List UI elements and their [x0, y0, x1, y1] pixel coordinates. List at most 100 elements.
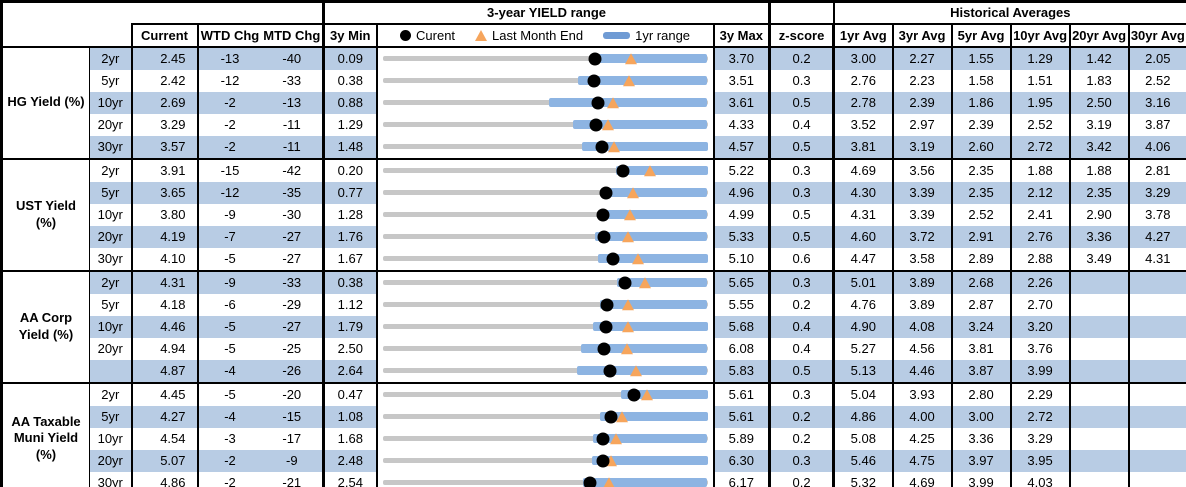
- avg-cell: 2.39: [951, 113, 1012, 136]
- avg-cell: 2.78: [833, 91, 894, 114]
- mtd-chg-cell: -27: [261, 225, 326, 248]
- avg-cell: 3.99: [1010, 359, 1071, 384]
- avg-cell: 2.35: [951, 158, 1012, 182]
- current-marker: [604, 410, 618, 423]
- three-year-range-track: [382, 190, 708, 195]
- current-cell: 2.42: [131, 69, 199, 92]
- avg-cell: 2.27: [892, 46, 953, 70]
- three-year-range-track: [382, 100, 708, 105]
- range-chart-cell: [376, 158, 715, 182]
- tenor-cell: 20yr: [89, 113, 133, 136]
- one-year-range-bar: [594, 232, 708, 241]
- avg-cell: 2.80: [951, 382, 1012, 406]
- avg-cell: 3.24: [951, 315, 1012, 338]
- table-row: 20yr 4.19 -7 -27 1.76 5.33 0.5 4.60 3.72 2.91 2.76…: [2, 225, 1186, 248]
- avg-cell: 1.55: [951, 46, 1012, 70]
- mtd-chg-cell: -9: [261, 449, 326, 472]
- table-row: AA Taxable Muni Yield (%) 2yr 4.45 -5 -20 0.4…: [1, 382, 1186, 487]
- one-year-range-bar: [582, 142, 708, 151]
- z-score-cell: 0.5: [769, 203, 836, 226]
- avg-cell: [1069, 293, 1130, 316]
- legend-current: Curent: [400, 28, 455, 43]
- tenor-cell: 20yr: [89, 337, 133, 360]
- min-3y-cell: 1.67: [323, 247, 378, 272]
- avg-cell: 4.46: [892, 359, 953, 384]
- tenor-cell: 30yr: [89, 135, 133, 160]
- column-header-row: Current WTD Chg MTD Chg 3y Min Curent La…: [1, 22, 1186, 48]
- avg-cell: 3.20: [1010, 315, 1071, 338]
- current-marker: [627, 388, 641, 401]
- one-year-range-bar: [572, 120, 708, 129]
- mtd-chg-cell: -33: [261, 69, 326, 92]
- avg-cell: 1.29: [1010, 46, 1071, 70]
- min-3y-cell: 1.76: [323, 225, 378, 248]
- group-label: HG Yield (%): [1, 46, 90, 160]
- avg-cell: 5.27: [833, 337, 894, 360]
- mtd-chg-cell: -27: [261, 315, 326, 338]
- current-marker: [618, 276, 632, 289]
- group-label: AA Taxable Muni Yield (%): [1, 382, 90, 487]
- current-cell: 4.31: [131, 270, 199, 294]
- avg-cell: 3.42: [1069, 135, 1130, 160]
- range-chart: [378, 384, 712, 406]
- z-score-cell: 0.4: [769, 113, 836, 136]
- avg-cell: 4.86: [833, 405, 894, 428]
- legend-current-label: Curent: [416, 27, 456, 43]
- one-year-range-bar: [597, 254, 708, 263]
- avg-cell: 2.29: [1010, 382, 1071, 406]
- current-cell: 4.27: [131, 405, 199, 428]
- avg-cell: 2.52: [1010, 113, 1071, 136]
- current-cell: 3.65: [131, 181, 199, 204]
- range-chart-cell: [376, 225, 715, 248]
- max-3y-cell: 5.68: [713, 315, 772, 338]
- last-month-end-marker: [603, 476, 616, 487]
- avg-cell: 3.29: [1128, 181, 1186, 204]
- min-3y-cell: 1.48: [323, 135, 378, 160]
- z-score-cell: 0.2: [769, 471, 836, 487]
- col-header-1yr-avg: 1yr Avg: [833, 22, 894, 48]
- range-chart: [378, 48, 712, 70]
- range-chart-cell: [376, 427, 715, 450]
- wtd-chg-cell: -9: [224, 207, 236, 222]
- max-3y-cell: 4.96: [713, 181, 772, 204]
- col-header-mtd-chg: MTD Chg: [261, 22, 326, 48]
- last-month-end-marker: [604, 454, 617, 466]
- avg-cell: [1129, 428, 1186, 450]
- avg-cell: [1069, 337, 1130, 360]
- one-year-range-bar: [599, 412, 708, 421]
- avg-cell: 1.83: [1069, 69, 1130, 92]
- z-score-cell: 0.3: [769, 181, 836, 204]
- avg-cell: 3.89: [892, 270, 953, 294]
- avg-cell: [1069, 405, 1130, 428]
- avg-cell: [1069, 427, 1130, 450]
- mtd-chg-cell: -17: [261, 427, 326, 450]
- max-3y-cell: 5.33: [713, 225, 772, 248]
- three-year-range-track: [382, 144, 708, 149]
- chart-legend-cell: Curent Last Month End 1yr range: [376, 22, 715, 48]
- range-chart-cell: [376, 337, 715, 360]
- wtd-chg-cell: -4: [197, 405, 262, 428]
- min-3y-cell: 2.54: [323, 471, 378, 487]
- wtd-chg-cell: -5: [224, 341, 236, 356]
- three-year-range-track: [382, 414, 708, 419]
- avg-cell: 4.25: [892, 427, 953, 450]
- table-row: 20yr 5.07 -2 -9 2.48 6.30 0.3 5.46 4.75 3.97 3.95: [2, 449, 1186, 472]
- range-chart-cell: [376, 91, 715, 114]
- avg-cell: 2.97: [892, 113, 953, 136]
- max-3y-cell: 5.10: [713, 247, 772, 272]
- one-year-range-bar: [616, 166, 708, 175]
- range-chart-cell: [376, 405, 715, 428]
- z-score-cell: 0.3: [769, 158, 836, 182]
- avg-cell: 5.32: [833, 471, 894, 487]
- avg-cell: 4.47: [833, 247, 894, 272]
- last-month-end-marker: [607, 96, 620, 108]
- tenor-cell: 10yr: [89, 427, 133, 450]
- max-3y-cell: 3.51: [713, 69, 772, 92]
- current-cell: 4.54: [131, 427, 199, 450]
- col-header-30yr-avg: 30yr Avg: [1128, 22, 1186, 48]
- mtd-chg-cell: -20: [261, 382, 326, 406]
- avg-cell: 5.13: [833, 359, 894, 384]
- current-cell: 3.29: [131, 113, 199, 136]
- table-row: 20yr 4.94 -5 -25 2.50 6.08 0.4 5.27 4.56 3.81 3.76: [2, 337, 1186, 360]
- current-cell: 4.86: [131, 471, 199, 487]
